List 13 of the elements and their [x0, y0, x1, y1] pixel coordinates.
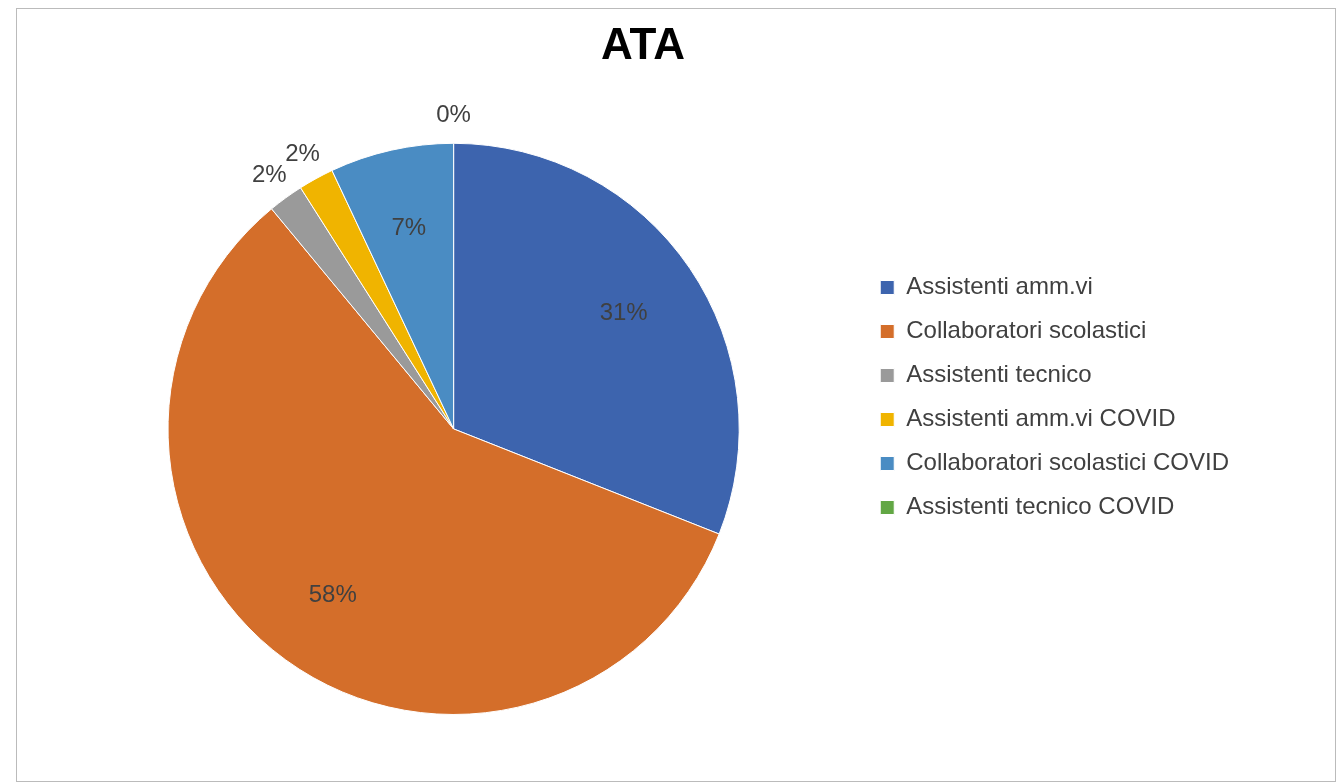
legend-label: Assistenti amm.vi: [906, 272, 1093, 300]
data-label: 58%: [308, 579, 357, 607]
data-label: 2%: [285, 138, 320, 166]
text: 0%: [436, 99, 471, 127]
legend-label: Assistenti tecnico: [906, 360, 1092, 388]
data-label: 2%: [251, 159, 287, 187]
legend-label: Assistenti tecnico COVID: [906, 492, 1175, 520]
legend-label: Collaboratori scolastici COVID: [906, 448, 1230, 476]
legend-label: Collaboratori scolastici: [906, 316, 1147, 344]
legend-label: Assistenti amm.vi COVID: [906, 404, 1176, 432]
data-label: 7%: [391, 212, 427, 240]
data-label: 31%: [599, 297, 648, 325]
chart-title: ATA: [601, 18, 685, 68]
